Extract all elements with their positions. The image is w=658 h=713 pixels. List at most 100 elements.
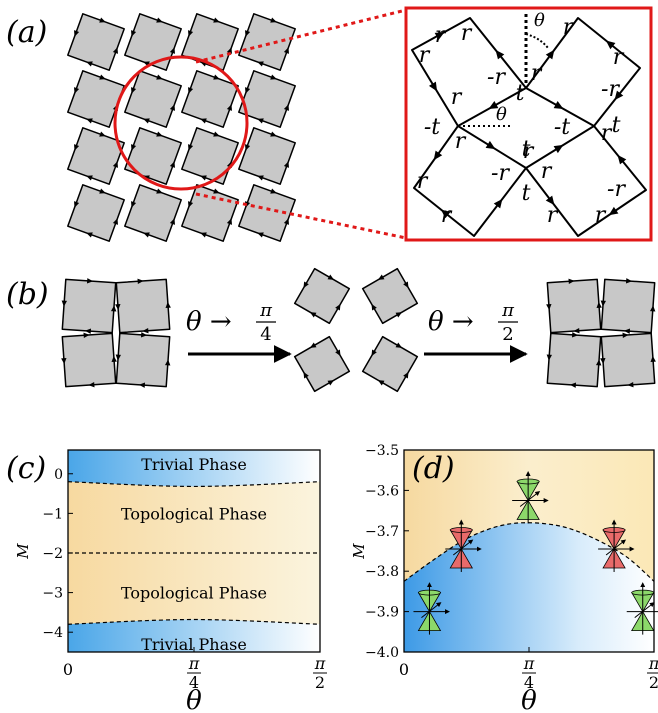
edge-arrow [112, 161, 118, 168]
hopping-label: t [612, 113, 621, 138]
y-tick-label: −3.8 [365, 564, 399, 580]
square-tile [181, 184, 239, 242]
x-tick-num: π [314, 654, 326, 673]
edge-arrow [303, 371, 309, 379]
edge-arrow [595, 359, 602, 366]
edge-arrow [156, 131, 163, 137]
zoom-edge-arrow [614, 90, 624, 101]
square-tile [600, 332, 656, 388]
edge-arrow [571, 332, 579, 338]
edge-arrow [188, 87, 194, 94]
edge-arrow [226, 47, 232, 54]
zoom-edge-arrow [485, 140, 496, 150]
square-tile [61, 332, 117, 388]
edge-arrow [309, 312, 317, 318]
edge-arrow [283, 161, 289, 168]
edge-arrow [649, 305, 656, 312]
edge-arrow [573, 327, 580, 334]
y-tick-label: −3.6 [365, 483, 399, 499]
transition-arrow-2: θ → π 2 [424, 300, 528, 363]
hopping-label: r [595, 203, 607, 228]
momentum-axis-2 [634, 602, 655, 618]
edge-arrow [86, 61, 93, 67]
theta-label-mid: θ [496, 104, 507, 125]
edge-arrow [88, 381, 95, 388]
edge-arrow [200, 175, 207, 181]
edge-arrow [371, 349, 377, 357]
edge-arrow [169, 161, 175, 168]
hopping-label: -t [424, 115, 440, 140]
edge-arrow [156, 17, 163, 23]
edge-arrow [131, 201, 137, 208]
x-tick-label: 0 [63, 660, 73, 679]
zoom-edge-arrow [553, 144, 564, 154]
edge-arrow [213, 131, 220, 137]
y-tick-label: −1 [42, 506, 63, 522]
dirac-cone [626, 582, 658, 635]
edge-arrow [200, 232, 207, 238]
region-label: Topological Phase [121, 584, 267, 603]
arrow2-den: 2 [502, 324, 513, 345]
momentum-axis-2 [452, 539, 474, 556]
y-tick-label: 0 [54, 467, 63, 483]
zoom-edge-arrow [617, 154, 627, 165]
square-tile [181, 70, 239, 128]
edge-arrow [86, 278, 94, 284]
panel-label-d: (d) [412, 451, 455, 486]
square-tile [293, 267, 351, 325]
region-label: Trivial Phase [141, 455, 247, 474]
y-tick-label: −2 [42, 546, 63, 562]
edge-arrow [115, 303, 121, 311]
edge-arrow [569, 382, 577, 388]
panel-label-c: (c) [6, 451, 46, 486]
edge-arrow [131, 30, 137, 37]
edge-arrow [83, 332, 90, 339]
hopping-label: r [613, 45, 625, 70]
arrow1-den: 4 [260, 324, 271, 345]
square-tile [124, 13, 182, 71]
edge-arrow [226, 104, 232, 111]
hopping-label: t [522, 181, 531, 206]
square-tile [124, 70, 182, 128]
region-label: Trivial Phase [141, 635, 247, 654]
edge-arrow [169, 218, 175, 225]
phase-boundary [67, 618, 321, 625]
edge-arrow [270, 74, 277, 80]
zoom-line-bottom [195, 192, 407, 240]
edge-arrow [283, 47, 289, 54]
edge-arrow [74, 87, 80, 94]
edge-arrow [600, 300, 607, 307]
transition-arrow-1: θ → π 4 [186, 300, 292, 363]
x-tick-label: 0 [399, 660, 409, 679]
lattice-theta-0 [61, 278, 171, 388]
x-tick-den: 2 [315, 673, 325, 692]
square-tile [293, 335, 351, 393]
hopping-label: -r [607, 177, 626, 202]
hopping-label: r [441, 203, 453, 228]
y-tick-label: −4.0 [365, 645, 399, 661]
square-tile [600, 278, 656, 334]
edge-arrow [650, 355, 656, 363]
square-tile [361, 335, 419, 393]
edge-arrow [303, 281, 309, 289]
square-tile [238, 13, 296, 71]
edge-arrow [600, 357, 606, 365]
momentum-axis-2 [519, 490, 541, 507]
hopping-label: t [516, 81, 525, 106]
zoom-edge-arrow [488, 101, 499, 109]
edge-arrow [112, 47, 118, 54]
edge-arrow [270, 17, 277, 23]
hopping-label: r [419, 43, 431, 68]
square-tile [546, 278, 602, 334]
edge-arrow [74, 144, 80, 151]
dirac-cone [512, 471, 549, 524]
y-tick-label: −3.5 [365, 443, 399, 459]
square-tile [67, 184, 125, 242]
arrow1-prefix: θ → [186, 307, 232, 337]
hopping-label: r [461, 21, 473, 46]
hopping-label: r [541, 159, 553, 184]
edge-arrow [335, 349, 341, 357]
dirac-cone [445, 519, 482, 572]
edge-arrow [200, 118, 207, 124]
edge-arrow [112, 218, 118, 225]
